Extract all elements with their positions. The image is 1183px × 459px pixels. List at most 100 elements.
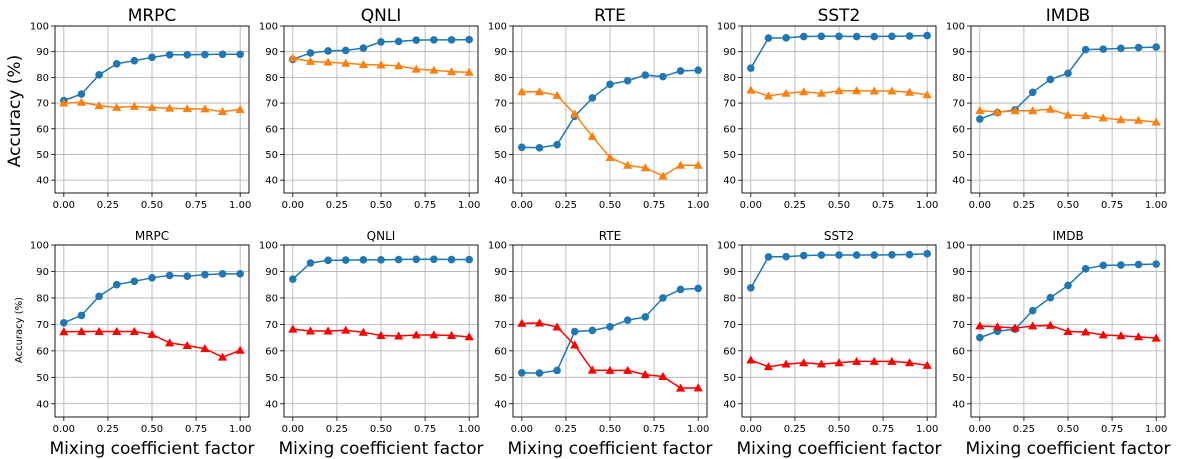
data-point-orange	[59, 98, 69, 107]
x-tick-label: 0.25	[784, 424, 806, 435]
data-point-orange	[534, 87, 545, 96]
data-point-red	[799, 358, 809, 367]
y-tick-label: 80	[723, 73, 736, 84]
data-point-blue	[870, 251, 879, 259]
y-tick-label: 70	[723, 320, 736, 331]
x-tick-label: 0.75	[185, 424, 207, 435]
data-point-red	[1010, 323, 1020, 332]
data-point-orange	[640, 163, 650, 172]
x-tick-label: 1.00	[1145, 200, 1167, 211]
data-point-blue	[377, 256, 385, 264]
data-point-red	[112, 326, 122, 335]
y-tick-label: 100	[717, 241, 736, 252]
data-point-orange	[76, 97, 87, 106]
data-point-blue	[623, 76, 632, 85]
y-tick-label: 40	[952, 176, 965, 187]
data-point-orange	[165, 103, 175, 112]
x-tick-label: 1.00	[458, 200, 480, 211]
data-point-orange	[552, 90, 562, 99]
data-point-red	[570, 340, 580, 349]
subplot-title: SST2	[824, 229, 854, 243]
data-point-red	[464, 332, 474, 341]
subplot-imdb-top: 40 50 60 70 80 90 100 0.00 0.25 0.50 0.75 1.00 IMDB	[946, 6, 1167, 211]
data-point-red	[922, 360, 932, 369]
data-point-red	[640, 370, 650, 379]
y-tick-label: 80	[952, 293, 965, 304]
y-tick-label: 50	[265, 150, 278, 161]
data-point-blue	[201, 270, 209, 279]
data-point-blue	[1046, 75, 1055, 84]
data-point-blue	[1046, 293, 1055, 302]
x-tick-label: 0.00	[740, 424, 762, 435]
data-point-blue	[218, 270, 227, 278]
x-tick-label: 0.00	[969, 200, 991, 211]
data-point-blue	[799, 251, 808, 260]
data-point-red	[1045, 320, 1055, 329]
data-point-blue	[324, 47, 332, 55]
x-tick-label: 0.75	[414, 200, 436, 211]
data-point-red	[59, 327, 69, 336]
data-point-orange	[975, 105, 985, 114]
data-point-orange	[887, 86, 897, 95]
y-tick-label: 100	[488, 22, 507, 33]
data-point-blue	[888, 250, 896, 259]
y-tick-label: 90	[723, 47, 736, 58]
data-point-blue	[852, 32, 861, 41]
data-point-red	[288, 324, 298, 333]
y-tick-label: 40	[494, 399, 507, 410]
data-point-blue	[676, 285, 685, 294]
subplot-title: RTE	[599, 229, 621, 243]
subplot-title: QNLI	[361, 6, 402, 26]
y-tick-label: 70	[723, 99, 736, 110]
data-point-blue	[606, 80, 614, 89]
y-tick-label: 80	[723, 293, 736, 304]
y-tick-label: 90	[265, 47, 278, 58]
y-tick-label: 90	[494, 47, 507, 58]
data-point-blue	[588, 94, 597, 102]
y-tick-label: 50	[36, 150, 49, 161]
data-point-blue	[165, 50, 174, 59]
data-point-orange	[358, 59, 368, 68]
x-tick-label: 0.50	[1057, 200, 1079, 211]
data-point-orange	[1045, 104, 1055, 113]
data-point-blue	[306, 49, 315, 57]
x-axis-label-2: Mixing coefficient factor	[279, 439, 484, 459]
x-tick-label: 0.75	[872, 200, 894, 211]
data-point-red	[429, 330, 439, 339]
y-tick-label: 60	[494, 124, 507, 135]
y-tick-label: 50	[952, 373, 965, 384]
x-tick-label: 0.25	[1013, 424, 1035, 435]
x-axis-label-4: Mixing coefficient factor	[737, 439, 942, 459]
data-point-orange	[305, 56, 316, 65]
data-point-blue	[1028, 306, 1037, 315]
data-point-blue	[130, 56, 139, 65]
x-tick-label: 0.50	[599, 200, 621, 211]
data-point-orange	[1151, 117, 1161, 126]
x-tick-label: 1.00	[229, 424, 251, 435]
data-point-orange	[517, 87, 527, 96]
data-point-blue	[799, 32, 808, 41]
y-tick-label: 60	[952, 124, 965, 135]
y-tick-label: 100	[946, 241, 965, 252]
data-point-orange	[464, 67, 474, 76]
data-point-orange	[781, 88, 791, 97]
data-point-blue	[852, 251, 861, 259]
data-point-red	[587, 365, 597, 374]
x-tick-label: 1.00	[458, 424, 480, 435]
subplot-mrpc-bottom: 40 50 60 70 80 90 100 0.00 0.25 0.50 0.75 1.00 MRPC	[30, 229, 251, 435]
data-point-orange	[235, 104, 245, 113]
axes-frame	[512, 244, 708, 418]
data-point-red	[605, 365, 615, 374]
data-point-orange	[429, 65, 439, 74]
y-tick-label: 90	[265, 267, 278, 278]
subplot-rte-top: 40 50 60 70 80 90 100 0.00 0.25 0.50 0.75 1.00 RTE	[488, 6, 709, 211]
data-point-red	[1151, 333, 1161, 342]
subplot-rte-bottom: 40 50 60 70 80 90 100 0.00 0.25 0.50 0.75 1.00 RTE	[488, 229, 709, 435]
y-tick-label: 60	[494, 346, 507, 357]
data-point-blue	[923, 249, 931, 258]
x-tick-label: 0.75	[1101, 424, 1123, 435]
data-point-red	[887, 356, 897, 365]
data-point-blue	[694, 66, 702, 74]
data-point-blue	[641, 313, 650, 321]
